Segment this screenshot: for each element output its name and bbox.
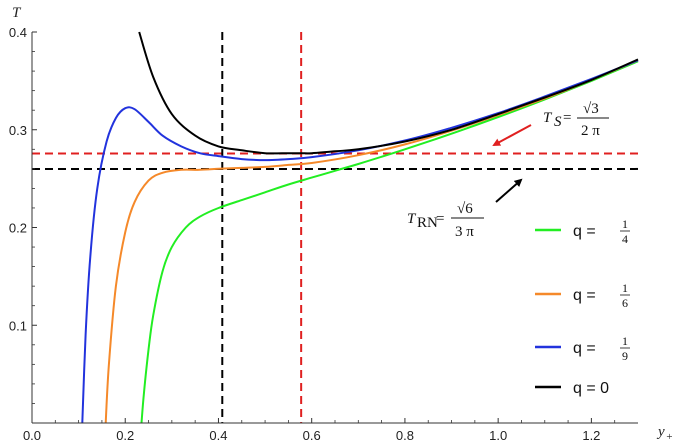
ts-annotation: T S = √3 2 π bbox=[492, 101, 609, 146]
legend-frac-num: 1 bbox=[622, 334, 628, 348]
legend-frac-den: 9 bbox=[622, 349, 628, 363]
x-tick-label: 1.2 bbox=[582, 428, 600, 443]
x-tick-label: 0.4 bbox=[209, 428, 227, 443]
legend-frac-den: 6 bbox=[622, 296, 628, 310]
ts-numerator: √3 bbox=[583, 101, 599, 117]
series-line-4 bbox=[138, 31, 639, 155]
x-axis-title: y+ bbox=[656, 424, 673, 443]
ts-denominator: 2 π bbox=[581, 123, 600, 139]
legend-label: q = bbox=[573, 340, 596, 357]
trn-denominator: 3 π bbox=[455, 224, 474, 240]
series-line-3 bbox=[81, 59, 639, 424]
axes: 0.0 0.2 0.4 0.6 0.8 1.0 1.2 0.1 0.2 0.3 0.4 bbox=[9, 25, 638, 443]
legend-frac-den: 4 bbox=[622, 232, 628, 246]
reference-lines bbox=[32, 32, 638, 423]
ts-equals: = bbox=[563, 110, 571, 126]
tick-group: 0.0 0.2 0.4 0.6 0.8 1.0 1.2 0.1 0.2 0.3 0.4 bbox=[9, 25, 616, 443]
y-tick-label: 0.3 bbox=[9, 123, 27, 138]
trn-annotation: T RN = √6 3 π bbox=[407, 178, 523, 240]
trn-equals: = bbox=[436, 211, 444, 227]
x-tick-label: 1.0 bbox=[489, 428, 507, 443]
ts-symbol: T bbox=[543, 110, 553, 126]
series-group bbox=[81, 31, 639, 424]
legend: q = 14q = 16q = 19q = 0 bbox=[535, 217, 630, 397]
y-axis-title: T bbox=[12, 5, 22, 21]
trn-symbol: T bbox=[407, 211, 417, 227]
trn-arrow bbox=[495, 178, 523, 203]
y-tick-label: 0.4 bbox=[9, 25, 27, 40]
ts-arrow bbox=[492, 124, 532, 146]
legend-label: q = bbox=[573, 287, 596, 304]
x-axis-title-main: y bbox=[656, 424, 665, 440]
legend-label: q = 0 bbox=[573, 380, 609, 397]
y-tick-label: 0.2 bbox=[9, 221, 27, 236]
ts-subscript: S bbox=[554, 114, 562, 130]
trn-numerator: √6 bbox=[457, 201, 473, 217]
legend-frac-num: 1 bbox=[622, 281, 628, 295]
y-tick-label: 0.1 bbox=[9, 318, 27, 333]
x-tick-label: 0.2 bbox=[116, 428, 134, 443]
series-line-1 bbox=[140, 60, 639, 424]
x-tick-label: 0.8 bbox=[396, 428, 414, 443]
x-tick-label: 0.0 bbox=[23, 428, 41, 443]
legend-frac-num: 1 bbox=[622, 217, 628, 231]
x-tick-label: 0.6 bbox=[303, 428, 321, 443]
legend-label: q = bbox=[573, 223, 596, 240]
trn-subscript: RN bbox=[417, 215, 438, 231]
x-axis-title-sub: + bbox=[666, 431, 673, 443]
